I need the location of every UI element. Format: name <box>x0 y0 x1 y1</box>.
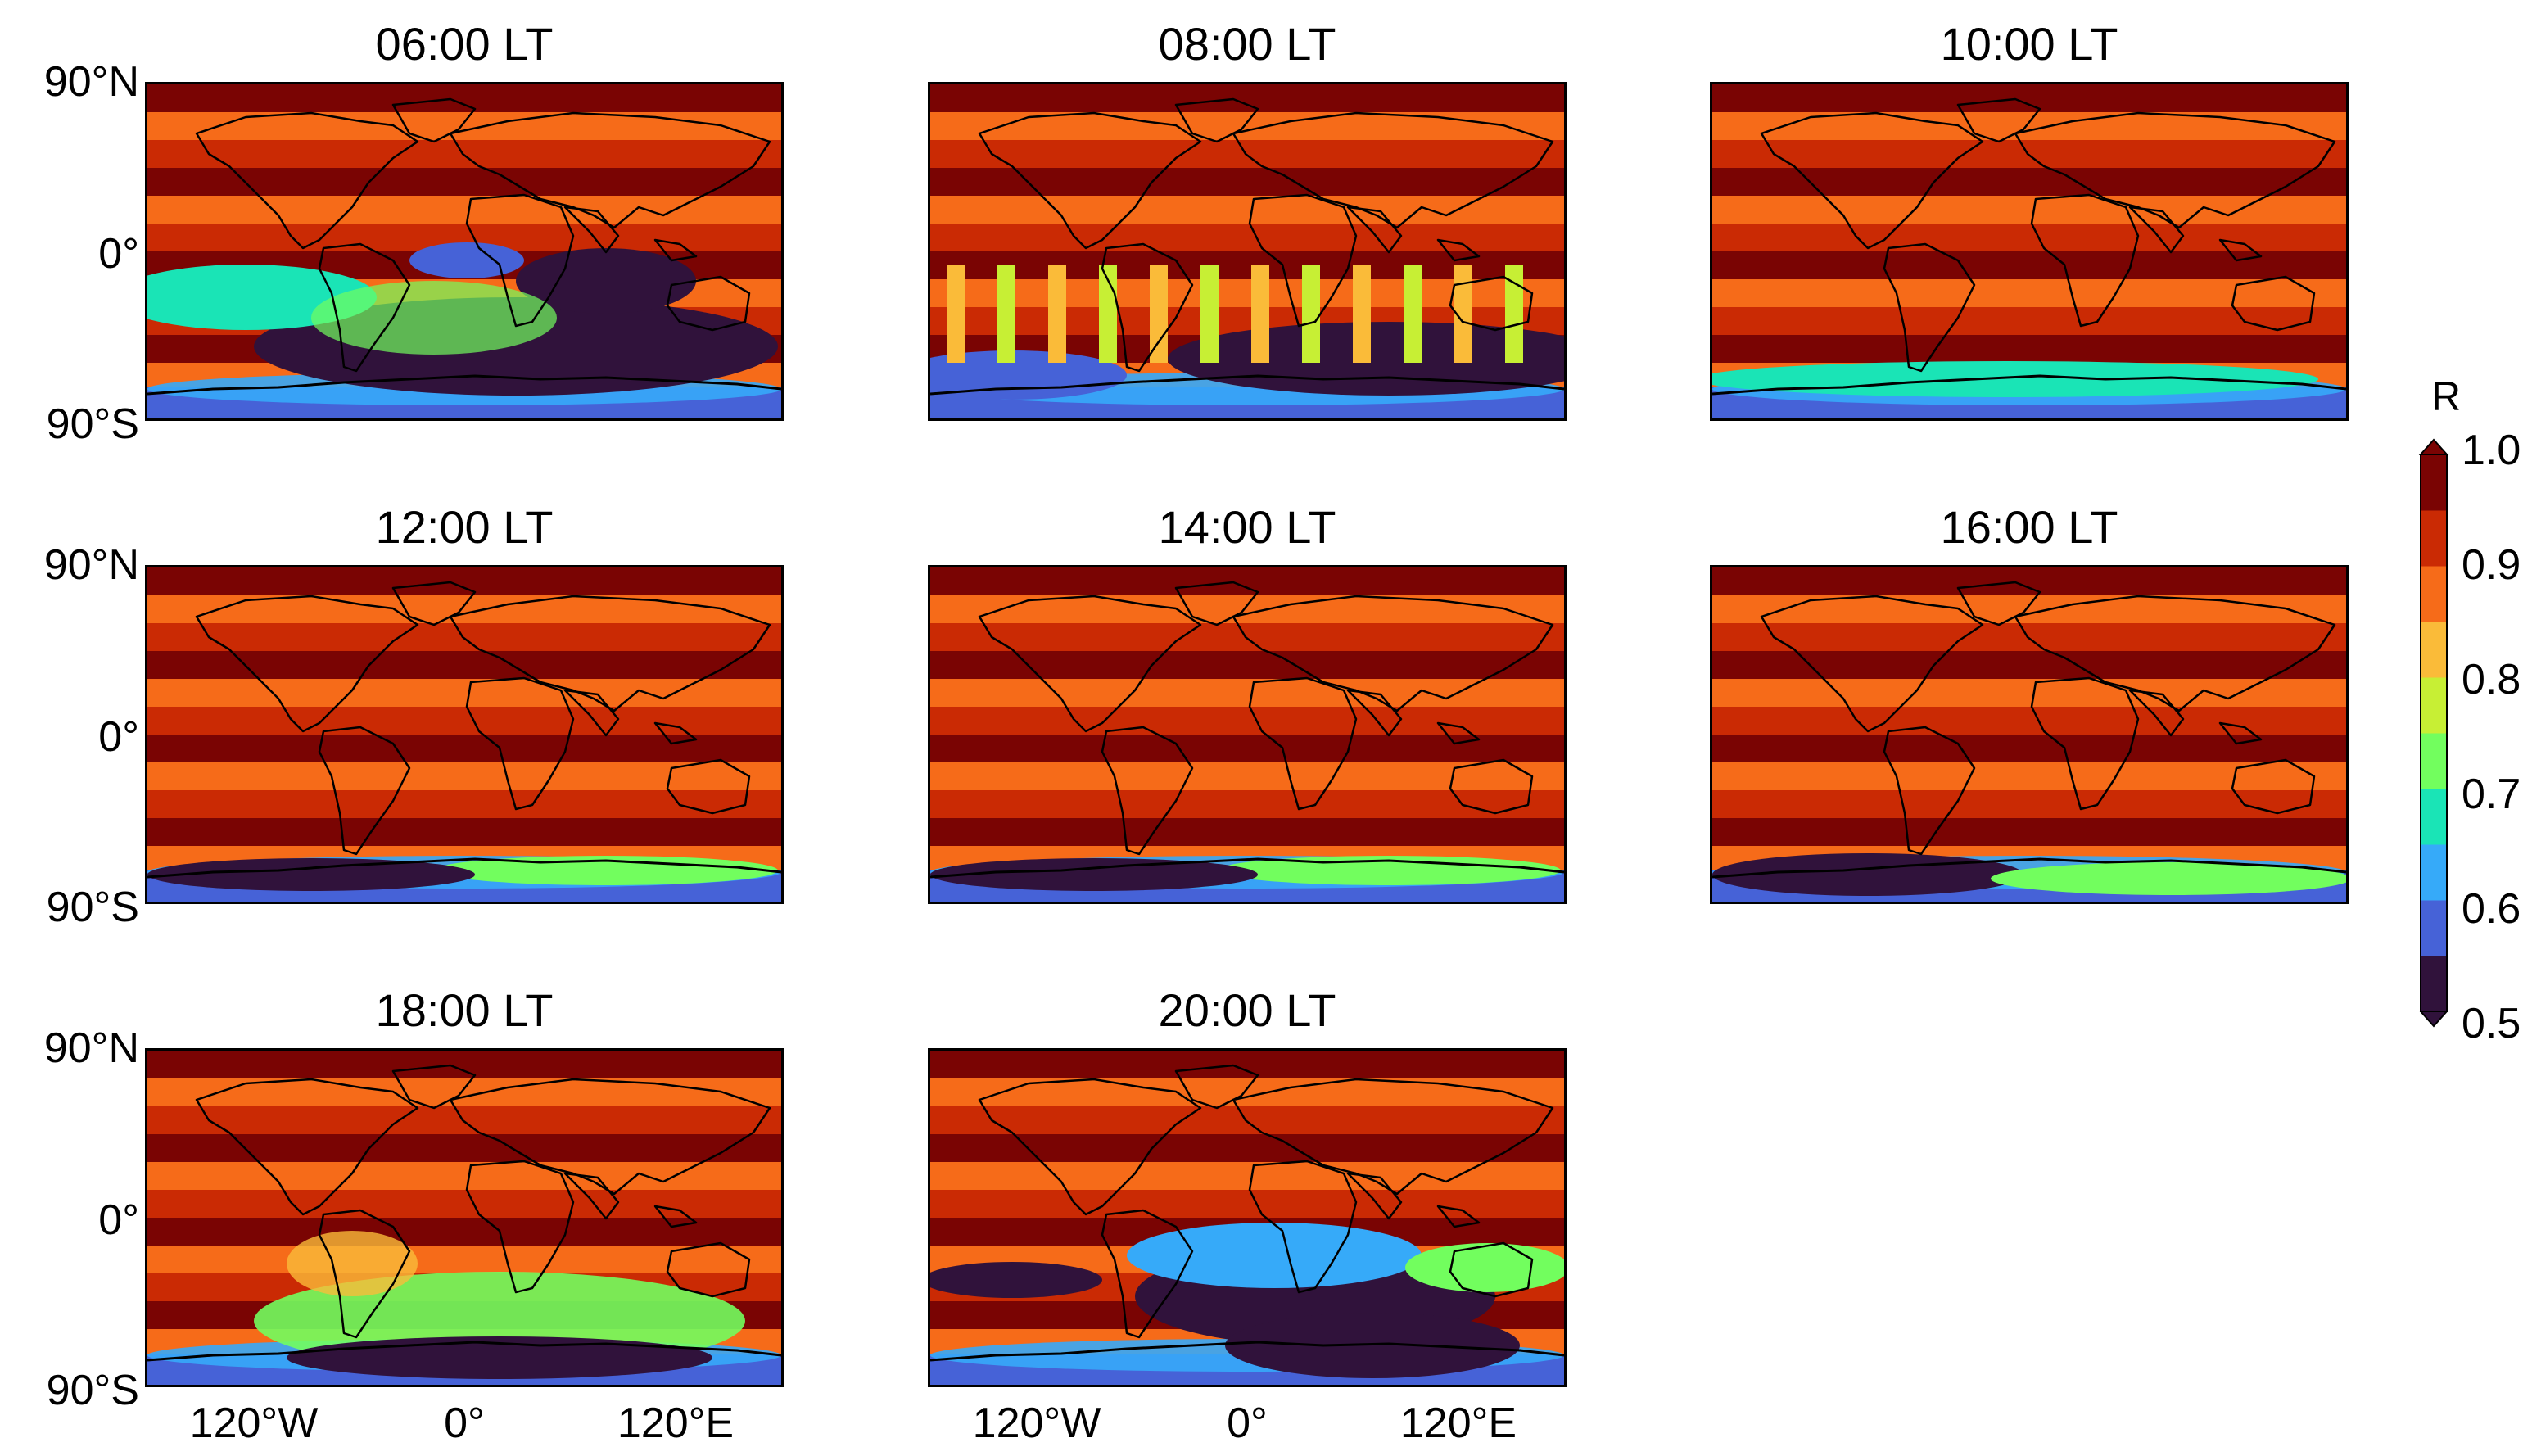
map-frame <box>928 82 1567 421</box>
map-frame <box>928 565 1567 904</box>
panel-title: 12:00 LT <box>375 501 554 553</box>
lon-label-0: 0° <box>444 1399 485 1447</box>
colorbar-tick: 0.8 <box>2462 656 2521 703</box>
map-field <box>930 84 1564 418</box>
map-panel-1400: 14:00 LT <box>928 501 1567 904</box>
map-frame <box>145 1048 784 1387</box>
map-field <box>1712 567 2346 902</box>
colorbar-tick: 0.7 <box>2462 771 2521 818</box>
lat-label-0: 0° <box>98 230 139 278</box>
panel-title: 20:00 LT <box>1158 984 1336 1036</box>
colorbar-tick: 0.6 <box>2462 885 2521 933</box>
colorbar-tick: 1.0 <box>2462 427 2521 474</box>
panel-title: 10:00 LT <box>1940 18 2118 70</box>
lat-label-90s: 90°S <box>46 1367 139 1414</box>
colorbar-tick: 0.9 <box>2462 541 2521 589</box>
lat-label-90n: 90°N <box>43 58 139 106</box>
lon-label-0: 0° <box>1227 1399 1268 1447</box>
map-panel-0800: 08:00 LT <box>928 18 1567 421</box>
panel-title: 16:00 LT <box>1940 501 2118 553</box>
map-field <box>930 567 1564 902</box>
colorbar-label: R <box>2430 373 2462 419</box>
map-field <box>1712 84 2346 418</box>
map-panel-1800: 18:00 LT <box>145 984 784 1387</box>
panel-title: 06:00 LT <box>375 18 554 70</box>
lon-label-120e: 120°E <box>1399 1399 1517 1447</box>
panel-title: 08:00 LT <box>1158 18 1336 70</box>
map-frame <box>145 82 784 421</box>
map-field <box>147 567 781 902</box>
map-panel-0600: 06:00 LT <box>145 18 784 421</box>
lat-label-90n: 90°N <box>43 541 139 589</box>
lat-label-90n: 90°N <box>43 1024 139 1072</box>
map-panel-1600: 16:00 LT <box>1710 501 2349 904</box>
map-frame <box>928 1048 1567 1387</box>
panel-title: 14:00 LT <box>1158 501 1336 553</box>
map-panel-1000: 10:00 LT <box>1710 18 2349 421</box>
lat-label-90s: 90°S <box>46 400 139 448</box>
map-field <box>930 1051 1564 1385</box>
colorbar-tick: 0.5 <box>2462 1000 2521 1047</box>
lon-label-120w: 120°W <box>189 1399 319 1447</box>
lat-label-90s: 90°S <box>46 884 139 931</box>
map-panel-1200: 12:00 LT <box>145 501 784 904</box>
colorbar <box>2418 438 2449 1028</box>
lat-label-0: 0° <box>98 713 139 761</box>
lat-label-0: 0° <box>98 1196 139 1244</box>
map-field <box>147 1051 781 1385</box>
lon-label-120e: 120°E <box>617 1399 735 1447</box>
map-panel-2000: 20:00 LT <box>928 984 1567 1387</box>
panel-title: 18:00 LT <box>375 984 554 1036</box>
map-field <box>147 84 781 418</box>
lon-label-120w: 120°W <box>972 1399 1101 1447</box>
map-frame <box>145 565 784 904</box>
map-frame <box>1710 565 2349 904</box>
map-frame <box>1710 82 2349 421</box>
